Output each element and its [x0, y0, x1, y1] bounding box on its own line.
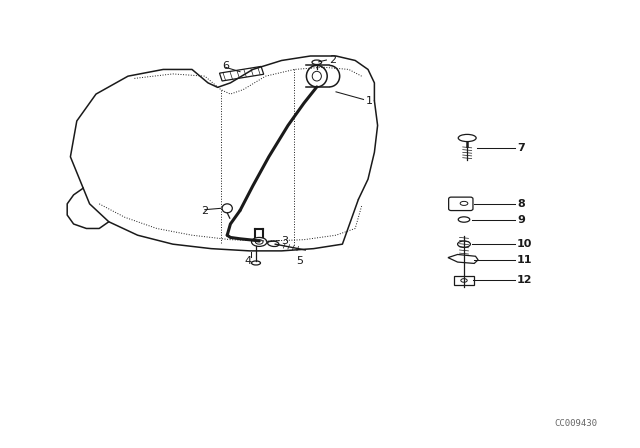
- Text: 2: 2: [329, 55, 336, 65]
- Text: 6: 6: [223, 61, 230, 71]
- Text: 1: 1: [366, 96, 373, 106]
- Text: 9: 9: [517, 215, 525, 224]
- Text: 4: 4: [244, 256, 252, 266]
- Text: 3: 3: [282, 236, 289, 246]
- Text: 5: 5: [296, 256, 303, 266]
- Text: 12: 12: [517, 275, 532, 285]
- Text: 10: 10: [517, 239, 532, 249]
- Text: 7: 7: [517, 143, 525, 153]
- Text: 2: 2: [202, 206, 209, 215]
- Text: 8: 8: [517, 199, 525, 209]
- Text: CC009430: CC009430: [554, 419, 598, 428]
- Text: 11: 11: [517, 255, 532, 265]
